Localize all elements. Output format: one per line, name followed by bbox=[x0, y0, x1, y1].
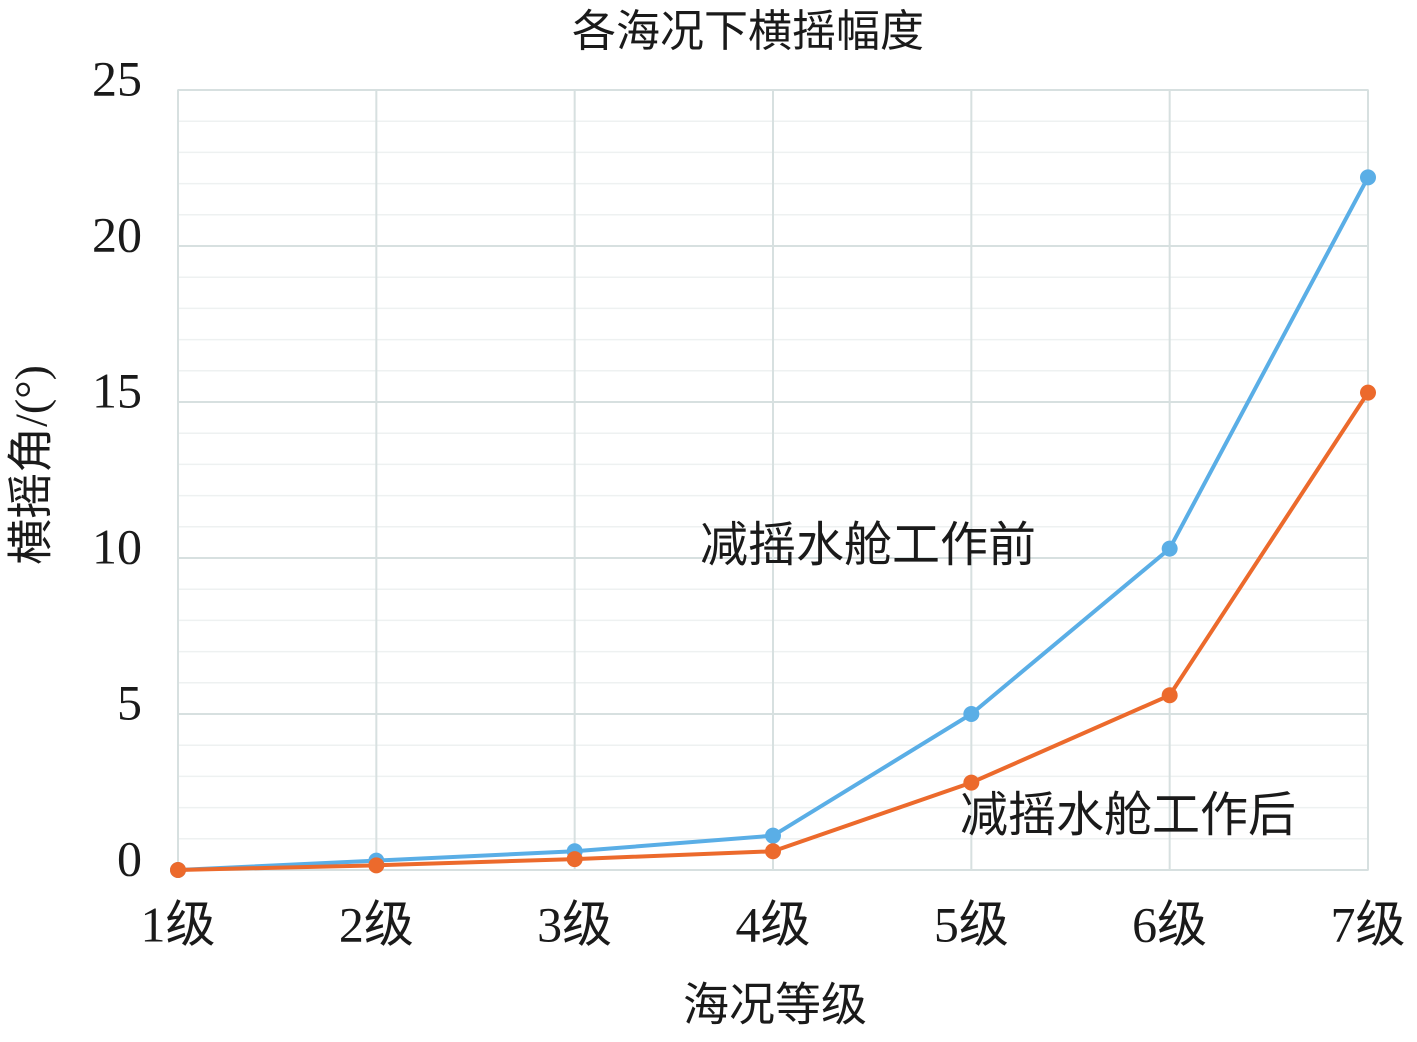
data-point bbox=[1360, 169, 1376, 186]
y-tick-label: 10 bbox=[92, 518, 142, 574]
data-point bbox=[1161, 540, 1178, 557]
data-point bbox=[765, 843, 781, 860]
x-tick-label: 1级 bbox=[141, 896, 216, 952]
y-tick-label: 20 bbox=[92, 206, 142, 262]
series-label: 减摇水舱工作后 bbox=[960, 789, 1296, 842]
data-point bbox=[765, 827, 781, 844]
y-tick-label: 0 bbox=[117, 830, 142, 886]
data-point bbox=[566, 851, 583, 868]
x-tick-label: 4级 bbox=[736, 896, 811, 952]
x-tick-label: 5级 bbox=[934, 896, 1009, 952]
y-axis-label: 横摇角/(°) bbox=[6, 365, 57, 565]
data-point bbox=[1161, 687, 1178, 704]
series-label: 减摇水舱工作前 bbox=[700, 519, 1036, 572]
y-tick-label: 15 bbox=[92, 362, 142, 418]
x-axis-label: 海况等级 bbox=[683, 980, 867, 1031]
x-tick-label: 2级 bbox=[339, 896, 414, 952]
x-tick-label: 3级 bbox=[537, 896, 612, 952]
data-point bbox=[170, 862, 186, 878]
data-point bbox=[963, 774, 980, 791]
y-tick-label: 5 bbox=[117, 674, 142, 730]
x-tick-label: 7级 bbox=[1331, 896, 1406, 952]
data-point bbox=[1360, 384, 1376, 401]
data-point bbox=[963, 706, 980, 722]
data-point bbox=[368, 857, 385, 874]
chart-title: 各海况下横摇幅度 bbox=[572, 7, 924, 56]
y-tick-label: 25 bbox=[92, 50, 142, 106]
x-tick-label: 6级 bbox=[1132, 896, 1207, 952]
